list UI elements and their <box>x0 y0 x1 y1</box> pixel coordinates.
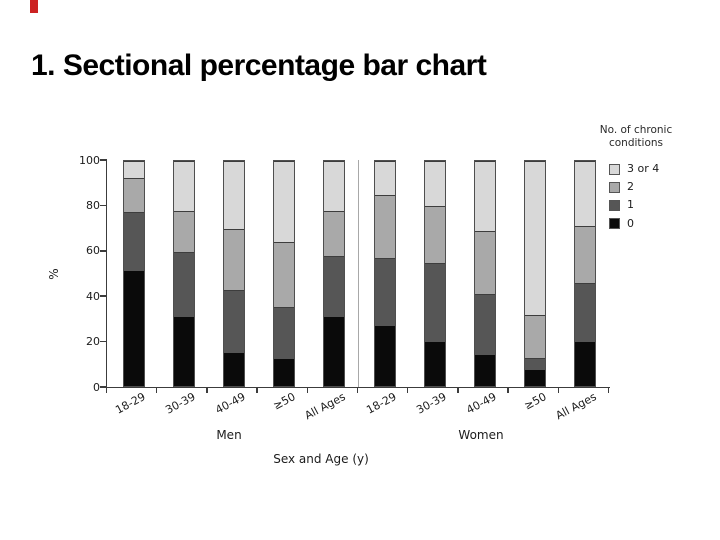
bar-segment-3or4 <box>123 161 144 178</box>
legend-swatch-0 <box>609 218 620 230</box>
bar-segment-3or4 <box>173 161 194 211</box>
y-tick <box>99 204 106 207</box>
bar-segment-3or4 <box>274 161 295 242</box>
bar-segment-1 <box>525 358 546 371</box>
legend-label: 2 <box>627 180 634 194</box>
stacked-bar <box>574 160 597 387</box>
bar-segment-0 <box>324 317 345 386</box>
x-tick <box>256 387 258 393</box>
bar-segment-0 <box>424 341 445 386</box>
bar-segment-1 <box>173 251 194 318</box>
bar-segment-3or4 <box>474 161 495 231</box>
y-tick-label: 0 <box>93 380 100 394</box>
legend-label: 0 <box>627 216 634 230</box>
bar-segment-3or4 <box>424 160 445 207</box>
x-tick <box>155 387 158 393</box>
y-tick <box>99 340 106 343</box>
bar-segment-2 <box>173 210 194 252</box>
bar-segment-2 <box>525 315 546 359</box>
bar-segment-2 <box>123 177 144 212</box>
x-tick <box>507 387 509 393</box>
page-title: 1. Sectional percentage bar chart <box>31 49 487 82</box>
y-tick-label: 100 <box>79 153 100 167</box>
y-tick-label: 20 <box>86 335 100 349</box>
bar-segment-0 <box>525 370 546 386</box>
y-tick-label: 60 <box>86 244 100 258</box>
y-tick <box>99 295 106 297</box>
stacked-bar <box>122 160 145 387</box>
bar-segment-0 <box>575 341 596 386</box>
bar-segment-1 <box>474 293 495 355</box>
stacked-bar <box>373 160 396 387</box>
stacked-bar <box>524 160 547 387</box>
bar-segment-3or4 <box>223 161 244 229</box>
legend-swatch-1 <box>609 199 620 211</box>
bar-segment-1 <box>374 258 395 327</box>
y-tick <box>99 250 106 252</box>
bar-segment-1 <box>274 307 295 360</box>
legend-label: 1 <box>627 198 634 212</box>
bar-segment-0 <box>474 354 495 386</box>
bar-segment-1 <box>223 289 244 353</box>
bar-segment-2 <box>324 210 345 257</box>
stacked-bar <box>473 160 496 387</box>
stacked-bar <box>222 160 245 387</box>
x-tick <box>607 387 610 393</box>
y-tick-label: 80 <box>86 198 100 212</box>
group-label-women: Women <box>458 428 504 442</box>
bar-segment-2 <box>474 230 495 294</box>
bar-segment-0 <box>123 270 144 386</box>
bar-segment-3or4 <box>525 160 546 316</box>
legend-title-line1: No. of chronic <box>599 124 673 136</box>
accent-marker <box>30 0 38 13</box>
bar-segment-3or4 <box>374 161 395 196</box>
y-tick <box>99 386 106 388</box>
legend-swatch-3or4 <box>609 163 620 175</box>
legend-title-line2: conditions <box>608 137 664 149</box>
bar-segment-2 <box>274 241 295 308</box>
stacked-bar <box>323 160 346 387</box>
bar-segment-2 <box>575 226 596 283</box>
bar-segment-1 <box>575 282 596 342</box>
bar-segment-0 <box>173 317 194 386</box>
bar-segment-2 <box>223 228 244 290</box>
bar-segment-3or4 <box>324 161 345 211</box>
y-tick-label: 40 <box>86 289 100 303</box>
bar-segment-1 <box>424 262 445 342</box>
legend-label: 3 or 4 <box>627 162 660 175</box>
x-tick <box>406 387 409 393</box>
x-tick <box>206 387 208 393</box>
bar-segment-1 <box>324 256 345 318</box>
x-tick <box>356 387 359 393</box>
y-tick <box>99 159 106 161</box>
bar-segment-1 <box>123 211 144 271</box>
stacked-bar <box>273 160 296 387</box>
stacked-bar <box>172 160 195 387</box>
group-label-men: Men <box>216 428 242 442</box>
x-tick <box>557 387 560 393</box>
x-tick <box>105 387 108 393</box>
bar-segment-0 <box>274 359 295 386</box>
x-tick <box>306 387 309 393</box>
bar-segment-3or4 <box>575 161 596 227</box>
bar-segment-0 <box>374 326 395 386</box>
bar-segment-2 <box>424 206 445 263</box>
group-separator-line <box>357 160 360 387</box>
legend-swatch-2 <box>609 181 620 193</box>
bar-segment-0 <box>223 352 244 386</box>
y-axis-label: % <box>47 268 61 280</box>
x-axis-title: Sex and Age (y) <box>273 452 369 466</box>
y-axis-line <box>105 159 107 388</box>
x-tick <box>457 387 459 393</box>
bar-segment-2 <box>374 195 395 259</box>
stacked-bar <box>423 160 446 387</box>
